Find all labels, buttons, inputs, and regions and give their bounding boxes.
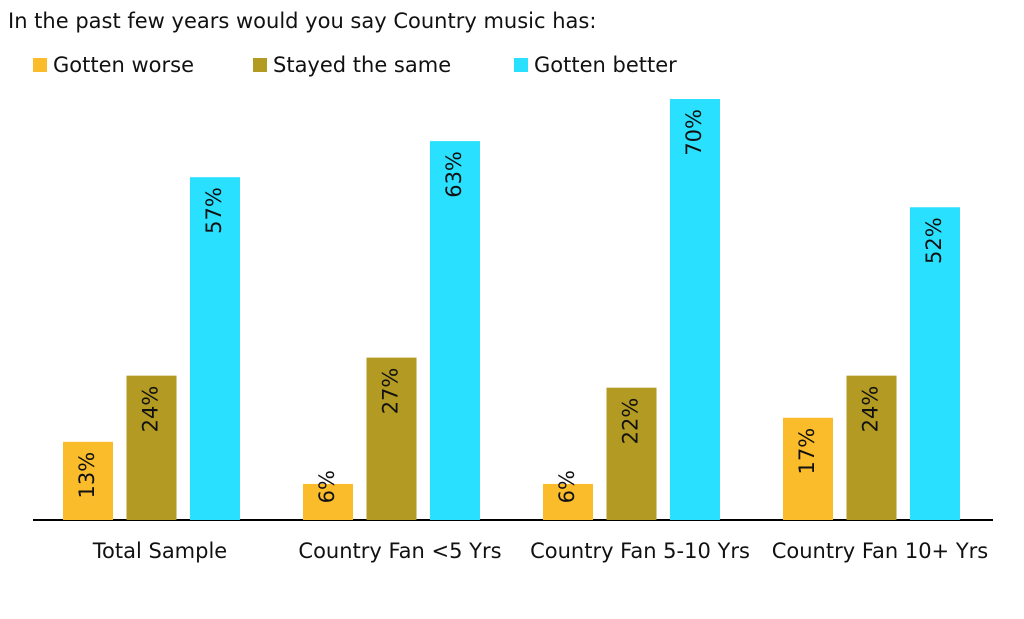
value-label: 6% bbox=[555, 470, 579, 503]
legend-swatch bbox=[514, 58, 528, 72]
bar bbox=[303, 483, 353, 520]
value-label: 6% bbox=[315, 470, 339, 503]
value-label: 63% bbox=[442, 151, 466, 198]
bar bbox=[366, 357, 417, 520]
bar bbox=[430, 141, 480, 520]
x-tick-label: Total Sample bbox=[92, 539, 228, 563]
bar bbox=[606, 387, 657, 520]
value-label: 22% bbox=[619, 398, 643, 445]
bar bbox=[190, 177, 240, 520]
bar bbox=[543, 483, 593, 520]
bar bbox=[783, 417, 833, 520]
chart-title: In the past few years would you say Coun… bbox=[8, 9, 596, 33]
legend-label: Gotten worse bbox=[53, 53, 194, 77]
value-label: 17% bbox=[795, 428, 819, 475]
legend-label: Stayed the same bbox=[273, 53, 451, 77]
bar bbox=[63, 441, 113, 520]
legend-swatch bbox=[253, 58, 267, 72]
bar bbox=[846, 375, 897, 520]
value-label: 13% bbox=[75, 452, 99, 499]
value-label: 70% bbox=[682, 109, 706, 156]
bar bbox=[126, 375, 177, 520]
value-label: 24% bbox=[859, 386, 883, 433]
x-tick-label: Country Fan 5-10 Yrs bbox=[530, 539, 750, 563]
value-label: 57% bbox=[202, 187, 226, 234]
legend-swatch bbox=[33, 58, 47, 72]
bar bbox=[670, 99, 720, 520]
x-tick-label: Country Fan 10+ Yrs bbox=[771, 539, 989, 563]
bar bbox=[910, 207, 960, 520]
legend-label: Gotten better bbox=[534, 53, 677, 77]
value-label: 52% bbox=[922, 217, 946, 264]
value-label: 24% bbox=[139, 386, 163, 433]
value-label: 27% bbox=[379, 368, 403, 415]
x-tick-label: Country Fan <5 Yrs bbox=[298, 539, 502, 563]
